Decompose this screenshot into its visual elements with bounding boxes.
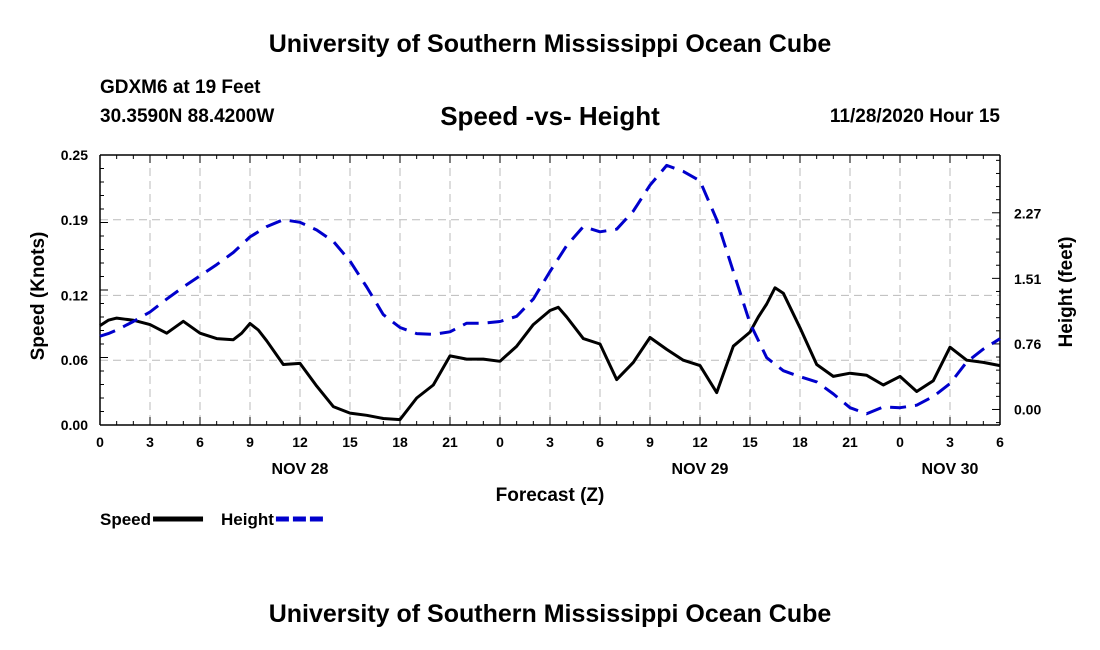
footer-title: University of Southern Mississippi Ocean… xyxy=(268,600,832,628)
x-tick-label: 21 xyxy=(842,434,858,450)
x-tick-label: 3 xyxy=(146,434,154,450)
y2-axis-label: Height (feet) xyxy=(1056,237,1077,348)
y-axis-label: Speed (Knots) xyxy=(28,232,49,361)
y-tick-label: 0.25 xyxy=(61,147,88,163)
x-tick-label: 0 xyxy=(896,434,904,450)
y-tick-label: 0.06 xyxy=(61,352,88,368)
x-tick-label: 21 xyxy=(442,434,458,450)
x-tick-label: 9 xyxy=(246,434,254,450)
legend-label: Speed xyxy=(100,510,151,529)
x-tick-label: 0 xyxy=(96,434,104,450)
x-tick-label: 6 xyxy=(196,434,204,450)
x-tick-label: 12 xyxy=(292,434,308,450)
x-tick-label: 18 xyxy=(792,434,808,450)
date-label: NOV 30 xyxy=(922,461,979,478)
page-title: University of Southern Mississippi Ocean… xyxy=(268,30,832,58)
x-tick-label: 3 xyxy=(546,434,554,450)
coordinates-label: 30.3590N 88.4200W xyxy=(100,106,275,127)
y2-tick-label: 0.76 xyxy=(1014,336,1041,352)
x-axis-label: Forecast (Z) xyxy=(496,485,605,506)
y2-tick-label: 1.51 xyxy=(1014,271,1041,287)
x-tick-label: 0 xyxy=(496,434,504,450)
x-tick-label: 6 xyxy=(596,434,604,450)
date-label: NOV 28 xyxy=(272,461,329,478)
legend-label: Height xyxy=(221,510,274,529)
x-tick-label: 9 xyxy=(646,434,654,450)
x-tick-label: 18 xyxy=(392,434,408,450)
x-tick-label: 12 xyxy=(692,434,708,450)
date-label: NOV 29 xyxy=(672,461,729,478)
x-tick-label: 3 xyxy=(946,434,954,450)
grid-lines xyxy=(99,155,1001,425)
x-tick-label: 15 xyxy=(342,434,358,450)
speed-series-line xyxy=(99,286,1001,422)
y-tick-label: 0.00 xyxy=(61,417,88,433)
x-tick-label: 15 xyxy=(742,434,758,450)
y2-tick-label: 2.27 xyxy=(1014,206,1041,222)
station-label: GDXM6 at 19 Feet xyxy=(100,77,261,98)
y-tick-label: 0.19 xyxy=(61,212,88,228)
y2-tick-label: 0.00 xyxy=(1014,401,1041,417)
x-tick-label: 6 xyxy=(996,434,1004,450)
height-series-line xyxy=(99,163,1001,416)
y-tick-label: 0.12 xyxy=(61,287,88,303)
datetime-label: 11/28/2020 Hour 15 xyxy=(829,106,1000,127)
chart-title: Speed -vs- Height xyxy=(440,101,660,131)
